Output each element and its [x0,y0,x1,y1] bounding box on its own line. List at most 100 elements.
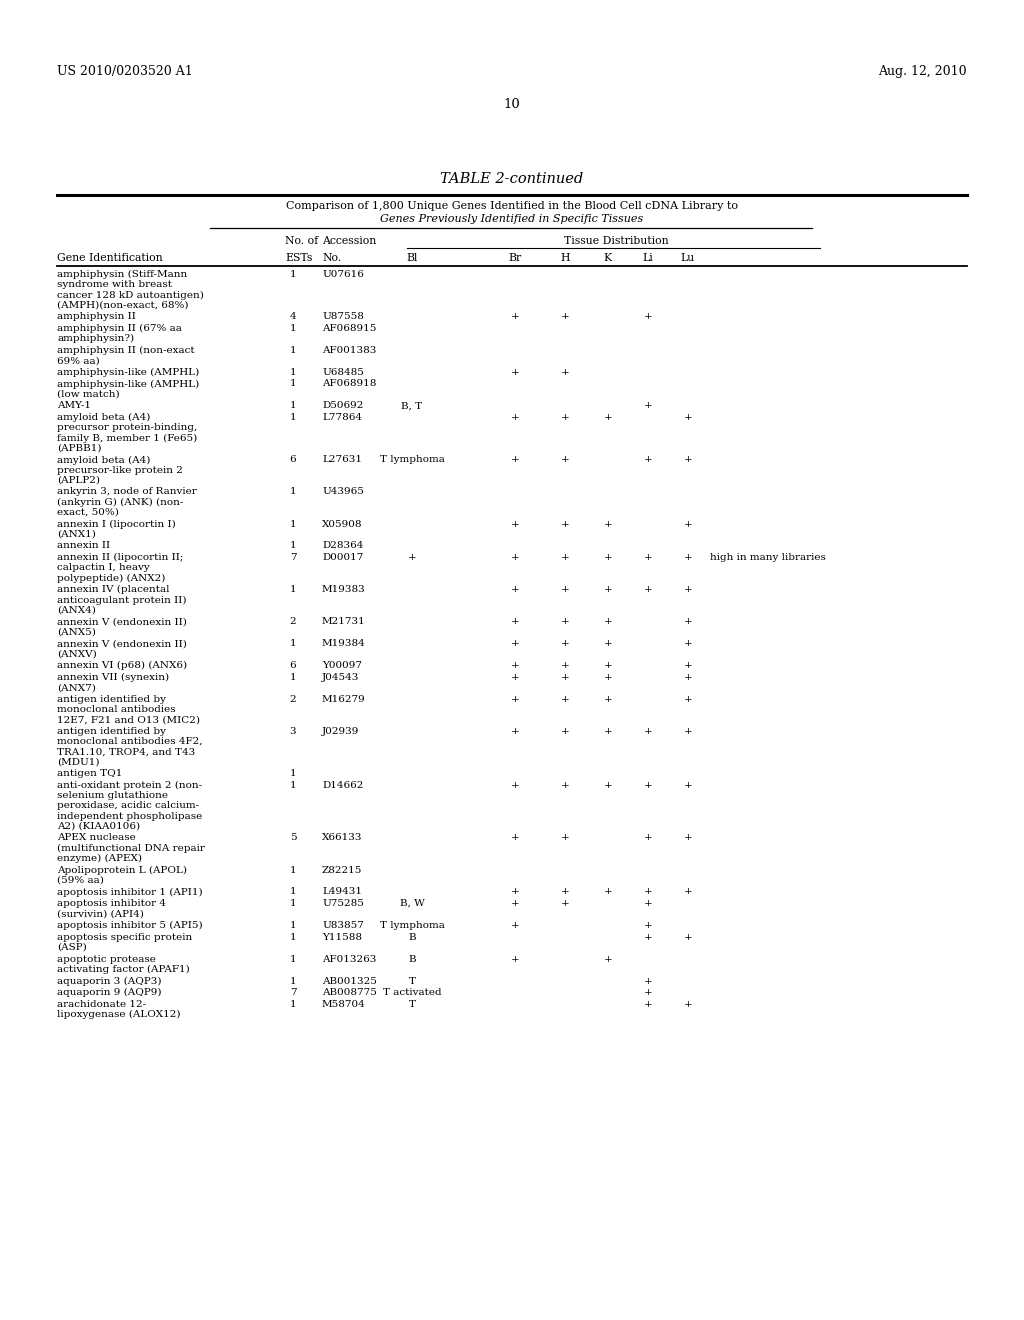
Text: ESTs: ESTs [285,253,312,263]
Text: precursor protein-binding,: precursor protein-binding, [57,424,198,433]
Text: amyloid beta (A4): amyloid beta (A4) [57,455,151,465]
Text: +: + [644,977,652,986]
Text: M16279: M16279 [322,694,366,704]
Text: antigen TQ1: antigen TQ1 [57,770,123,779]
Text: +: + [644,727,652,737]
Text: 2: 2 [290,618,296,627]
Text: +: + [560,833,569,842]
Text: No. of: No. of [285,236,318,246]
Text: +: + [603,639,612,648]
Text: annexin V (endonexin II): annexin V (endonexin II) [57,639,186,648]
Text: antigen identified by: antigen identified by [57,727,166,737]
Text: 1: 1 [290,346,296,355]
Text: (APLP2): (APLP2) [57,475,100,484]
Text: Gene Identification: Gene Identification [57,253,163,263]
Text: +: + [560,673,569,682]
Text: M21731: M21731 [322,618,366,627]
Text: Y00097: Y00097 [322,661,362,671]
Text: 1: 1 [290,977,296,986]
Text: 4: 4 [290,313,296,321]
Text: +: + [511,727,519,737]
Text: +: + [644,401,652,411]
Text: +: + [511,520,519,528]
Text: +: + [684,727,692,737]
Text: T: T [409,1001,416,1008]
Text: high in many libraries: high in many libraries [710,553,826,562]
Text: Apolipoprotein L (APOL): Apolipoprotein L (APOL) [57,866,187,875]
Text: +: + [603,727,612,737]
Text: +: + [560,368,569,376]
Text: H: H [560,253,569,263]
Text: amyloid beta (A4): amyloid beta (A4) [57,413,151,422]
Text: Genes Previously Identified in Specific Tissues: Genes Previously Identified in Specific … [380,214,644,224]
Text: AB001325: AB001325 [322,977,377,986]
Text: +: + [511,585,519,594]
Text: 5: 5 [290,833,296,842]
Text: AF013263: AF013263 [322,954,377,964]
Text: +: + [603,694,612,704]
Text: +: + [644,781,652,789]
Text: +: + [684,585,692,594]
Text: 1: 1 [290,1001,296,1008]
Text: annexin II: annexin II [57,541,111,550]
Text: +: + [560,313,569,321]
Text: T: T [409,977,416,986]
Text: +: + [511,887,519,896]
Text: +: + [603,553,612,562]
Text: U83857: U83857 [322,921,364,931]
Text: Bl: Bl [407,253,418,263]
Text: +: + [560,694,569,704]
Text: +: + [511,781,519,789]
Text: exact, 50%): exact, 50%) [57,508,119,517]
Text: +: + [684,833,692,842]
Text: +: + [511,618,519,627]
Text: annexin VII (synexin): annexin VII (synexin) [57,673,169,682]
Text: (survivin) (API4): (survivin) (API4) [57,909,144,919]
Text: AF068915: AF068915 [322,323,377,333]
Text: +: + [560,618,569,627]
Text: apoptosis inhibitor 4: apoptosis inhibitor 4 [57,899,166,908]
Text: 1: 1 [290,866,296,875]
Text: enzyme) (APEX): enzyme) (APEX) [57,854,142,863]
Text: 1: 1 [290,380,296,388]
Text: +: + [603,954,612,964]
Text: annexin VI (p68) (ANX6): annexin VI (p68) (ANX6) [57,661,187,671]
Text: 7: 7 [290,553,296,562]
Text: +: + [511,639,519,648]
Text: 1: 1 [290,520,296,528]
Text: B, T: B, T [401,401,423,411]
Text: 1: 1 [290,368,296,376]
Text: 2: 2 [290,694,296,704]
Text: +: + [560,727,569,737]
Text: U07616: U07616 [322,271,364,279]
Text: +: + [560,520,569,528]
Text: +: + [560,639,569,648]
Text: +: + [684,520,692,528]
Text: D50692: D50692 [322,401,364,411]
Text: L77864: L77864 [322,413,362,422]
Text: 1: 1 [290,401,296,411]
Text: amphiphysin II: amphiphysin II [57,313,136,321]
Text: +: + [511,455,519,465]
Text: 10: 10 [504,98,520,111]
Text: J02939: J02939 [322,727,359,737]
Text: +: + [644,921,652,931]
Text: M19384: M19384 [322,639,366,648]
Text: +: + [684,933,692,941]
Text: Aug. 12, 2010: Aug. 12, 2010 [879,65,967,78]
Text: (ASP): (ASP) [57,942,87,952]
Text: +: + [644,833,652,842]
Text: +: + [511,954,519,964]
Text: +: + [511,413,519,422]
Text: +: + [603,673,612,682]
Text: +: + [560,413,569,422]
Text: (ANX4): (ANX4) [57,606,96,615]
Text: +: + [644,455,652,465]
Text: +: + [511,661,519,671]
Text: cancer 128 kD autoantigen): cancer 128 kD autoantigen) [57,290,204,300]
Text: arachidonate 12-: arachidonate 12- [57,1001,146,1008]
Text: AF068918: AF068918 [322,380,377,388]
Text: +: + [560,781,569,789]
Text: 1: 1 [290,887,296,896]
Text: +: + [644,989,652,997]
